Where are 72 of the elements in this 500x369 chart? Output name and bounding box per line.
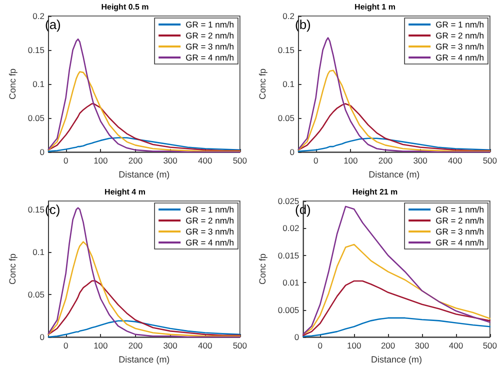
legend-label: GR = 2 nm/h — [436, 216, 484, 226]
x-tick-label: 0 — [63, 340, 68, 350]
legend-label: GR = 2 nm/h — [186, 30, 234, 40]
y-tick-label: 0 — [290, 147, 295, 157]
y-tick-label: 0.1 — [282, 79, 295, 89]
x-tick-label: 100 — [94, 340, 108, 350]
legend-label: GR = 1 nm/h — [186, 204, 234, 214]
x-tick-label: 500 — [232, 340, 248, 350]
y-tick-label: 0.15 — [28, 204, 45, 214]
chart-title: Height 0.5 m — [101, 2, 149, 12]
x-tick-label: 500 — [482, 156, 498, 166]
y-tick-label: 0.2 — [282, 11, 295, 21]
legend-label: GR = 4 nm/h — [436, 238, 484, 248]
y-tick-label: 0.15 — [278, 45, 295, 55]
y-tick-label: 0.005 — [278, 304, 300, 315]
chart-title: Height 1 m — [354, 2, 396, 12]
y-tick-label: 0 — [40, 332, 45, 342]
y-tick-label: 0.1 — [32, 247, 45, 257]
x-tick-label: 400 — [448, 156, 462, 166]
x-tick-label: 200 — [380, 340, 396, 350]
legend-label: GR = 1 nm/h — [436, 204, 484, 214]
x-tick-label: 0 — [313, 156, 318, 166]
x-tick-label: 100 — [94, 156, 108, 166]
y-tick-label: 0.05 — [28, 113, 45, 123]
x-tick-label: 200 — [128, 156, 143, 166]
x-tick-label: 500 — [482, 340, 498, 350]
legend-label: GR = 3 nm/h — [436, 42, 484, 52]
x-tick-label: 300 — [163, 156, 178, 166]
x-tick-label: 100 — [344, 156, 358, 166]
y-axis-title: Conc fp — [258, 68, 268, 100]
x-tick-label: 300 — [163, 340, 178, 350]
x-tick-label: 300 — [413, 156, 428, 166]
y-tick-label: 0.05 — [28, 290, 45, 300]
chart-title: Height 4 m — [104, 188, 146, 196]
legend-label: GR = 4 nm/h — [186, 52, 234, 62]
legend-label: GR = 3 nm/h — [186, 42, 234, 52]
y-tick-label: 0 — [40, 147, 45, 157]
legend-label: GR = 1 nm/h — [186, 20, 234, 30]
x-axis-title: Distance (m) — [118, 169, 170, 180]
y-tick-label: 0.15 — [28, 45, 45, 55]
legend-label: GR = 3 nm/h — [186, 226, 234, 236]
legend-label: GR = 2 nm/h — [436, 30, 484, 40]
y-tick-label: 0.01 — [282, 278, 300, 288]
y-tick-label: 0.2 — [32, 11, 45, 21]
x-tick-label: 200 — [128, 340, 143, 350]
y-axis-title: Conc fp — [8, 68, 18, 100]
x-tick-label: 400 — [448, 340, 464, 350]
x-tick-label: 400 — [198, 340, 212, 350]
y-tick-label: 0.1 — [32, 79, 45, 89]
legend-label: GR = 3 nm/h — [436, 226, 484, 236]
x-axis-title: Distance (m) — [368, 169, 420, 180]
legend-label: GR = 4 nm/h — [436, 52, 484, 62]
x-tick-label: 500 — [232, 156, 248, 166]
legend-label: GR = 4 nm/h — [186, 238, 234, 248]
y-tick-label: 0.025 — [278, 196, 300, 206]
y-tick-label: 0.05 — [278, 113, 295, 123]
x-tick-label: 0 — [63, 156, 68, 166]
y-tick-label: 0.015 — [278, 250, 300, 260]
legend-label: GR = 2 nm/h — [186, 216, 234, 226]
x-tick-label: 300 — [414, 340, 430, 350]
x-tick-label: 100 — [347, 340, 362, 350]
x-tick-label: 400 — [198, 156, 212, 166]
x-tick-label: 0 — [318, 340, 323, 350]
x-axis-title: Distance (m) — [118, 354, 170, 364]
y-axis-title: Conc fp — [258, 253, 268, 285]
y-tick-label: 0.02 — [282, 223, 300, 234]
legend-label: GR = 1 nm/h — [436, 20, 484, 30]
y-axis-title: Conc fp — [8, 253, 18, 285]
x-tick-label: 200 — [378, 156, 393, 166]
x-axis-title: Distance (m) — [371, 354, 422, 364]
y-tick-label: 0 — [294, 332, 300, 342]
chart-title: Height 21 m — [352, 188, 398, 196]
